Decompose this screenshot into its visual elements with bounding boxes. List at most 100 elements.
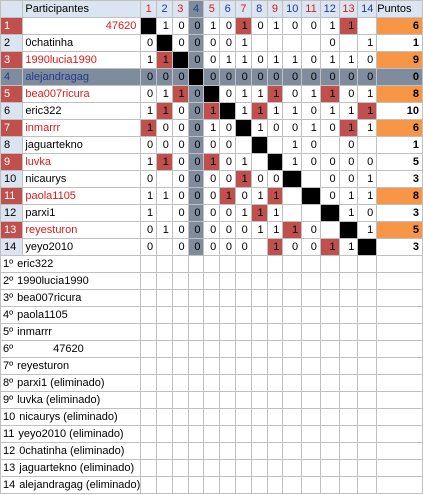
result-cell[interactable] — [282, 187, 303, 205]
participant-name-cell[interactable]: yeyo2010 — [22, 238, 142, 256]
result-cell[interactable] — [171, 51, 189, 69]
empty-cell[interactable] — [266, 323, 284, 341]
empty-cell[interactable] — [219, 272, 237, 290]
empty-cell[interactable] — [357, 476, 378, 494]
result-cell[interactable]: 1 — [250, 187, 268, 205]
empty-cell[interactable] — [187, 391, 205, 409]
empty-cell[interactable] — [171, 255, 189, 273]
points-cell[interactable]: 6 — [376, 17, 423, 35]
empty-cell[interactable] — [140, 391, 158, 409]
result-cell[interactable]: 1 — [235, 51, 252, 69]
empty-cell[interactable] — [376, 323, 423, 341]
result-cell[interactable]: 0 — [301, 102, 321, 120]
empty-cell[interactable] — [235, 255, 252, 273]
empty-cell[interactable] — [319, 306, 340, 324]
empty-cell[interactable] — [266, 476, 284, 494]
empty-cell[interactable] — [140, 306, 158, 324]
row-number-cell[interactable]: 8 — [0, 136, 24, 154]
ranking-entry[interactable]: 7º reyesturon — [0, 357, 142, 375]
empty-cell[interactable] — [140, 408, 158, 426]
empty-cell[interactable] — [250, 408, 268, 426]
empty-cell[interactable] — [301, 340, 321, 358]
result-cell[interactable]: 0 — [219, 221, 237, 239]
result-cell[interactable]: 1 — [338, 102, 359, 120]
result-cell[interactable]: 1 — [140, 51, 158, 69]
result-cell[interactable]: 0 — [319, 187, 340, 205]
participant-name-cell[interactable]: nicaurys — [22, 170, 142, 188]
empty-cell[interactable] — [187, 323, 205, 341]
empty-cell[interactable] — [338, 374, 359, 392]
empty-cell[interactable] — [319, 425, 340, 443]
result-cell[interactable]: 1 — [203, 119, 221, 137]
result-cell[interactable]: 1 — [338, 119, 359, 137]
empty-cell[interactable] — [203, 425, 221, 443]
empty-cell[interactable] — [301, 255, 321, 273]
empty-cell[interactable] — [203, 255, 221, 273]
result-cell[interactable]: 0 — [187, 153, 205, 171]
empty-cell[interactable] — [301, 306, 321, 324]
row-number-cell[interactable]: 12 — [0, 204, 24, 222]
empty-cell[interactable] — [187, 255, 205, 273]
result-cell[interactable]: 1 — [338, 17, 359, 35]
result-cell[interactable]: 1 — [156, 187, 173, 205]
result-cell[interactable] — [156, 34, 173, 52]
empty-cell[interactable] — [338, 459, 359, 477]
empty-cell[interactable] — [357, 357, 378, 375]
points-cell[interactable]: 3 — [376, 238, 423, 256]
result-cell[interactable]: 1 — [266, 238, 284, 256]
empty-cell[interactable] — [301, 374, 321, 392]
empty-cell[interactable] — [338, 323, 359, 341]
empty-cell[interactable] — [250, 323, 268, 341]
result-cell[interactable]: 0 — [187, 51, 205, 69]
empty-cell[interactable] — [171, 306, 189, 324]
result-cell[interactable]: 1 — [235, 34, 252, 52]
empty-cell[interactable] — [156, 255, 173, 273]
empty-cell[interactable] — [171, 476, 189, 494]
result-cell[interactable]: 1 — [266, 221, 284, 239]
empty-cell[interactable] — [171, 340, 189, 358]
empty-cell[interactable] — [282, 408, 303, 426]
points-cell[interactable]: 5 — [376, 153, 423, 171]
result-cell[interactable]: 0 — [171, 102, 189, 120]
empty-cell[interactable] — [282, 357, 303, 375]
result-cell[interactable]: 1 — [357, 85, 378, 103]
result-cell[interactable]: 0 — [282, 119, 303, 137]
empty-cell[interactable] — [338, 306, 359, 324]
result-cell[interactable] — [235, 136, 252, 154]
empty-cell[interactable] — [376, 391, 423, 409]
participants-header[interactable]: Participantes — [22, 0, 142, 18]
empty-cell[interactable] — [266, 255, 284, 273]
points-cell[interactable]: 8 — [376, 187, 423, 205]
empty-cell[interactable] — [235, 442, 252, 460]
empty-cell[interactable] — [219, 442, 237, 460]
ranking-entry[interactable]: 8º parxi1 (eliminado) — [0, 374, 142, 392]
empty-cell[interactable] — [301, 357, 321, 375]
participant-name-cell[interactable]: luvka — [22, 153, 142, 171]
result-cell[interactable]: 1 — [282, 102, 303, 120]
empty-cell[interactable] — [376, 408, 423, 426]
empty-cell[interactable] — [301, 323, 321, 341]
empty-cell[interactable] — [219, 340, 237, 358]
empty-cell[interactable] — [187, 442, 205, 460]
result-cell[interactable]: 0 — [301, 153, 321, 171]
result-cell[interactable]: 1 — [235, 153, 252, 171]
empty-cell[interactable] — [250, 425, 268, 443]
empty-cell[interactable] — [203, 442, 221, 460]
points-cell[interactable]: 1 — [376, 34, 423, 52]
participant-name-cell[interactable]: 47620 — [22, 17, 142, 35]
result-cell[interactable] — [250, 238, 268, 256]
column-header-12[interactable]: 12 — [319, 0, 340, 18]
result-cell[interactable]: 1 — [156, 85, 173, 103]
empty-cell[interactable] — [301, 425, 321, 443]
result-cell[interactable]: 1 — [235, 170, 252, 188]
empty-cell[interactable] — [357, 272, 378, 290]
empty-cell[interactable] — [338, 357, 359, 375]
result-cell[interactable] — [250, 153, 268, 171]
ranking-entry[interactable]: 1º eric322 — [0, 255, 142, 273]
result-cell[interactable]: 1 — [357, 34, 378, 52]
empty-cell[interactable] — [171, 357, 189, 375]
empty-cell[interactable] — [250, 476, 268, 494]
column-header-13[interactable]: 13 — [338, 0, 359, 18]
points-header[interactable]: Puntos — [376, 0, 423, 18]
empty-cell[interactable] — [319, 442, 340, 460]
